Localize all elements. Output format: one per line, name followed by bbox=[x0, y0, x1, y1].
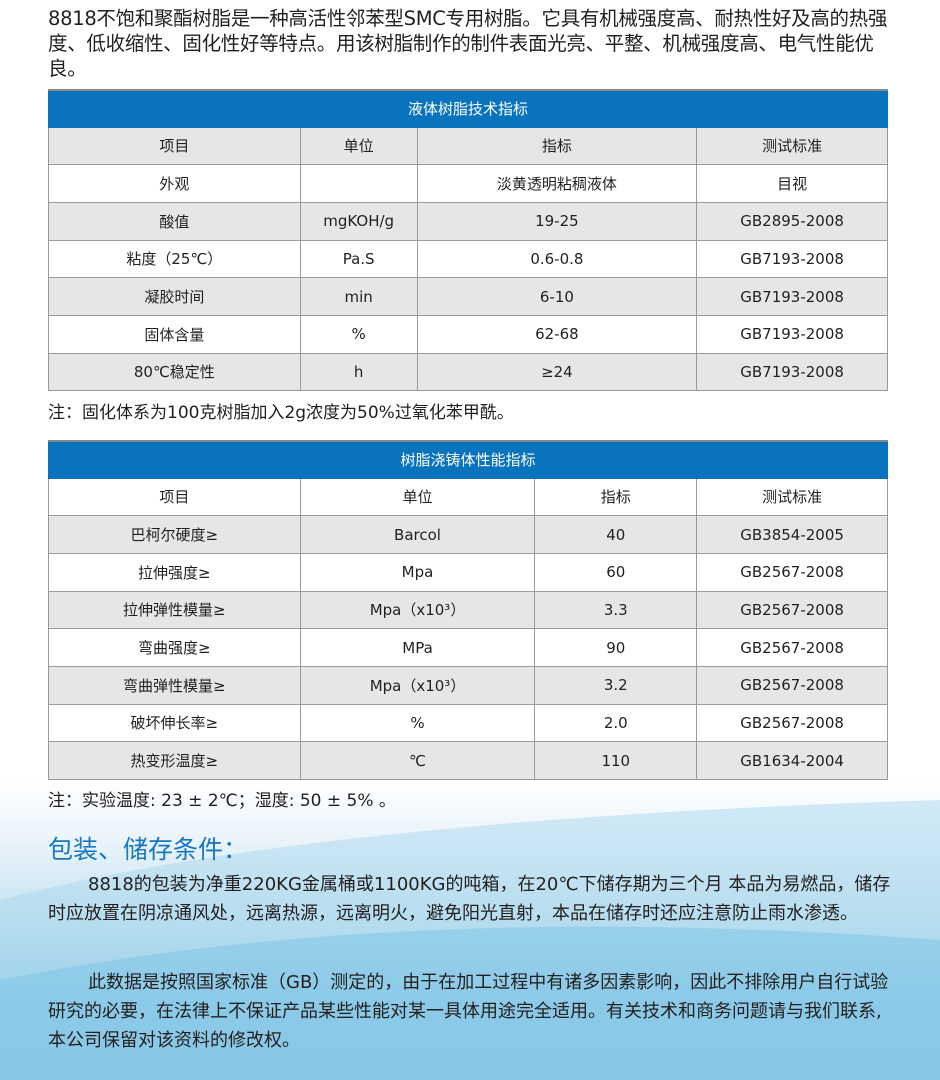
table-cell: 6-10 bbox=[416, 277, 698, 316]
table-cell: 拉伸弹性模量≥ bbox=[48, 590, 301, 630]
table-cell: GB7193-2008 bbox=[696, 239, 888, 279]
header-cell: 指标 bbox=[416, 126, 698, 166]
table-cell: GB7193-2008 bbox=[696, 277, 888, 316]
liquid-resin-table: 液体树脂技术指标 项目 单位 指标 测试标准 外观 淡黄透明粘稠液体 目视 酸值 mgKOH/… bbox=[48, 89, 888, 392]
table-row: 破坏伸长率≥% 2.0 GB2567-2008 bbox=[48, 703, 888, 743]
table-cell: ℃ bbox=[299, 741, 536, 780]
table-cell: GB2567-2008 bbox=[696, 590, 888, 630]
table-cell: Mpa（x10³） bbox=[299, 590, 536, 630]
table-cell: Mpa（x10³） bbox=[299, 665, 536, 705]
header-cell: 单位 bbox=[299, 126, 418, 166]
table-cell: 目视 bbox=[696, 164, 888, 203]
table-cell: 热变形温度≥ bbox=[48, 741, 301, 780]
header-cell: 测试标准 bbox=[696, 477, 888, 517]
table-cell: GB7193-2008 bbox=[696, 352, 888, 392]
table-cell: h bbox=[299, 352, 418, 392]
table-cell: % bbox=[299, 703, 536, 743]
table-cell: Mpa bbox=[299, 552, 536, 592]
table-cell: GB2567-2008 bbox=[696, 703, 888, 743]
table-cell: 外观 bbox=[48, 164, 301, 203]
table-cell: 3.2 bbox=[534, 665, 698, 705]
note-curing: 注：固化体系为100克树脂加入2g浓度为50%过氧化苯甲酰。 bbox=[48, 403, 514, 423]
table-cell: GB2567-2008 bbox=[696, 665, 888, 705]
table-cell: 3.3 bbox=[534, 590, 698, 630]
table-title: 液体树脂技术指标 bbox=[48, 89, 888, 128]
table-cell: ≥24 bbox=[416, 352, 698, 392]
table-cell: 酸值 bbox=[48, 201, 301, 241]
table-row: 凝胶时间 min 6-10 GB7193-2008 bbox=[48, 277, 888, 316]
table-row: 外观 淡黄透明粘稠液体 目视 bbox=[48, 164, 888, 203]
cast-resin-table: 树脂浇铸体性能指标 项目 单位 指标 测试标准 巴柯尔硬度≥ Barcol 40 GB385… bbox=[48, 440, 888, 780]
table-cell: GB2567-2008 bbox=[696, 552, 888, 592]
header-cell: 项目 bbox=[48, 477, 301, 517]
table-header-row: 项目 单位 指标 测试标准 bbox=[48, 126, 888, 166]
table-row: 巴柯尔硬度≥ Barcol 40 GB3854-2005 bbox=[48, 515, 888, 554]
table-cell: 62-68 bbox=[416, 314, 698, 354]
table-cell: GB1634-2004 bbox=[696, 741, 888, 780]
table-cell: mgKOH/g bbox=[299, 201, 418, 241]
table-row: 拉伸弹性模量≥ Mpa（x10³） 3.3 GB2567-2008 bbox=[48, 590, 888, 630]
note-conditions: 注：实验温度: 23 ± 2℃；湿度: 50 ± 5% 。 bbox=[48, 791, 396, 811]
table-row: 80℃稳定性 h ≥24 GB7193-2008 bbox=[48, 352, 888, 392]
header-cell: 指标 bbox=[534, 477, 698, 517]
table-cell: min bbox=[299, 277, 418, 316]
header-cell: 测试标准 bbox=[696, 126, 888, 166]
table-cell: 巴柯尔硬度≥ bbox=[48, 515, 301, 554]
table-row: 固体含量% 62-68 GB7193-2008 bbox=[48, 314, 888, 354]
table-row: 拉伸强度≥ Mpa 60 GB2567-2008 bbox=[48, 552, 888, 592]
table-cell: 弯曲弹性模量≥ bbox=[48, 665, 301, 705]
table-cell: MPa bbox=[299, 628, 536, 667]
section-heading: 包装、储存条件： bbox=[48, 835, 249, 864]
table-cell: GB3854-2005 bbox=[696, 515, 888, 554]
table-cell: GB2895-2008 bbox=[696, 201, 888, 241]
table-cell: 拉伸强度≥ bbox=[48, 552, 301, 592]
table-cell: Barcol bbox=[299, 515, 536, 554]
table-row: 热变形温度≥ ℃ 110 GB1634-2004 bbox=[48, 741, 888, 780]
table-cell: 粘度（25℃） bbox=[48, 239, 301, 279]
table-cell: 40 bbox=[534, 515, 698, 554]
table-cell: GB2567-2008 bbox=[696, 628, 888, 667]
disclaimer-paragraph: 此数据是按照国家标准（GB）测定的，由于在加工过程中有诸多因素影响，因此不排除用… bbox=[48, 972, 889, 1051]
table-cell: 90 bbox=[534, 628, 698, 667]
table-cell bbox=[299, 164, 418, 203]
table-cell: GB7193-2008 bbox=[696, 314, 888, 354]
table-cell: 2.0 bbox=[534, 703, 698, 743]
table-row: 弯曲强度≥ MPa 90 GB2567-2008 bbox=[48, 628, 888, 667]
table-cell: Pa.S bbox=[299, 239, 418, 279]
table-cell: 破坏伸长率≥ bbox=[48, 703, 301, 743]
table-cell: 弯曲强度≥ bbox=[48, 628, 301, 667]
table-row: 酸值 mgKOH/g 19-25 GB2895-2008 bbox=[48, 201, 888, 241]
header-cell: 单位 bbox=[299, 477, 536, 517]
table-cell: 固体含量 bbox=[48, 314, 301, 354]
table-cell: 110 bbox=[534, 741, 698, 780]
table-cell: 凝胶时间 bbox=[48, 277, 301, 316]
table-row: 粘度（25℃） Pa.S 0.6-0.8 GB7193-2008 bbox=[48, 239, 888, 279]
header-cell: 项目 bbox=[48, 126, 301, 166]
table-header-row: 项目 单位 指标 测试标准 bbox=[48, 477, 888, 517]
table-cell: 19-25 bbox=[416, 201, 698, 241]
intro-paragraph: 8818不饱和聚酯树脂是一种高活性邻苯型SMC专用树脂。它具有机械强度高、耐热性… bbox=[48, 7, 888, 80]
table-cell: 80℃稳定性 bbox=[48, 352, 301, 392]
table-title: 树脂浇铸体性能指标 bbox=[48, 440, 888, 479]
table-row: 弯曲弹性模量≥ Mpa（x10³） 3.2 GB2567-2008 bbox=[48, 665, 888, 705]
table-cell: 0.6-0.8 bbox=[416, 239, 698, 279]
packaging-paragraph: 8818的包装为净重220KG金属桶或1100KG的吨箱，在20℃下储存期为三个… bbox=[48, 874, 891, 924]
table-cell: 淡黄透明粘稠液体 bbox=[416, 164, 698, 203]
table-cell: % bbox=[299, 314, 418, 354]
table-cell: 60 bbox=[534, 552, 698, 592]
